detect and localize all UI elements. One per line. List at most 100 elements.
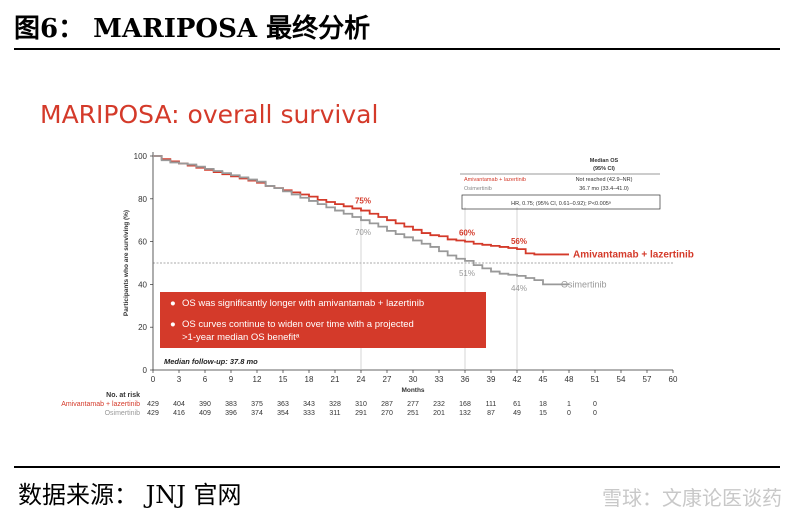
data-source: 数据来源： JNJ 官网 [18,481,242,509]
x-tick-label: 33 [435,375,444,384]
at-risk-value: 374 [251,410,263,417]
median-table-arm1: Amivantamab + lazertinib [464,177,526,183]
landmark-label: 56% [511,237,527,246]
at-risk-value: 15 [539,410,547,417]
at-risk-arm2: Osimertinib [105,410,141,417]
y-tick-label: 20 [138,323,147,332]
x-tick-label: 45 [539,375,548,384]
at-risk-value: 49 [513,410,521,417]
median-table-header1: Median OS [590,158,619,164]
x-tick-label: 48 [565,375,574,384]
at-risk-table: No. at risk Amivantamab + lazertinib Osi… [61,392,597,417]
landmark-label: 44% [511,284,527,293]
at-risk-value: 333 [303,410,315,417]
at-risk-value: 232 [433,401,445,408]
landmark-label: 51% [459,269,475,278]
median-followup: Median follow-up: 37.8 mo [164,357,258,366]
median-os-table: Median OS (95% CI) Amivantamab + lazerti… [460,158,661,210]
y-tick-label: 80 [138,195,147,204]
x-tick-label: 3 [177,375,182,384]
at-risk-arm1: Amivantamab + lazertinib [61,401,140,408]
x-tick-label: 36 [461,375,470,384]
y-tick-label: 100 [134,152,148,161]
curve-osimertinib [153,155,569,286]
median-table-value2: 36.7 mo (33.4–41.0) [579,186,629,192]
x-tick-label: 21 [331,375,340,384]
x-tick-label: 60 [669,375,678,384]
x-tick-label: 27 [383,375,392,384]
x-tick-label: 15 [279,375,288,384]
at-risk-value: 363 [277,401,289,408]
at-risk-value: 277 [407,401,419,408]
hazard-ratio: HR, 0.75; (95% CI, 0.61–0.92); P<0.005ᵃ [511,201,612,207]
at-risk-value: 354 [277,410,289,417]
at-risk-label: No. at risk [106,392,140,399]
at-risk-value: 1 [567,401,571,408]
at-risk-value: 409 [199,410,211,417]
landmark-label: 75% [355,197,371,206]
at-risk-value: 396 [225,410,237,417]
at-risk-value: 87 [487,410,495,417]
at-risk-value: 270 [381,410,393,417]
bullet-1-icon: ● [170,298,176,309]
x-tick-label: 57 [643,375,652,384]
bottom-rule [14,466,780,468]
at-risk-value: 0 [567,410,571,417]
at-risk-value: 310 [355,401,367,408]
landmark-label: 70% [355,228,371,237]
at-risk-value: 0 [593,401,597,408]
at-risk-value: 311 [329,410,340,417]
at-risk-value: 416 [173,410,185,417]
x-tick-label: 54 [617,375,626,384]
x-tick-label: 0 [151,375,156,384]
figure-title: 图6： MARIPOSA 最终分析 [14,14,371,44]
landmark-label: 60% [459,229,475,238]
at-risk-value: 429 [147,410,159,417]
x-tick-label: 39 [487,375,496,384]
at-risk-value: 404 [173,401,185,408]
series-label-amivantamab: Amivantamab + lazertinib [573,249,694,260]
x-axis-label: Months [401,387,424,394]
at-risk-value: 429 [147,401,159,408]
x-tick-label: 9 [229,375,234,384]
at-risk-value: 291 [355,410,367,417]
finding-3: >1-year median OS benefitᵃ [182,332,300,343]
chart-title: MARIPOSA: overall survival [40,100,379,129]
key-findings-box: ● OS was significantly longer with amiva… [160,292,486,348]
at-risk-value: 251 [407,410,419,417]
bullet-2-icon: ● [170,319,176,330]
at-risk-value: 383 [225,401,237,408]
at-risk-value: 61 [513,401,521,408]
at-risk-value: 375 [251,401,263,408]
x-tick-label: 12 [253,375,262,384]
top-rule [14,48,780,50]
series-label-osimertinib: Osimertinib [561,279,607,289]
finding-1: OS was significantly longer with amivant… [182,298,424,309]
at-risk-value: 328 [329,401,341,408]
at-risk-value: 201 [433,410,445,417]
x-tick-label: 24 [357,375,366,384]
at-risk-value: 0 [593,410,597,417]
y-tick-label: 60 [138,238,147,247]
median-table-header2: (95% CI) [593,166,615,172]
at-risk-value: 168 [459,401,471,408]
median-table-arm2: Osimertinib [464,186,492,192]
x-tick-label: 30 [409,375,418,384]
at-risk-value: 132 [459,410,471,417]
at-risk-value: 390 [199,401,211,408]
at-risk-value: 287 [381,401,393,408]
median-table-value1: Not reached (42.9–NR) [576,177,633,183]
watermark: 雪球：文康论医谈药 [602,486,782,510]
x-tick-label: 42 [513,375,522,384]
at-risk-value: 18 [539,401,547,408]
finding-2: OS curves continue to widen over time wi… [182,319,414,330]
at-risk-value: 111 [486,401,497,408]
y-tick-label: 40 [138,280,147,289]
at-risk-value: 343 [303,401,315,408]
x-tick-label: 6 [203,375,208,384]
x-tick-label: 18 [305,375,314,384]
x-tick-label: 51 [591,375,600,384]
y-tick-label: 0 [143,366,148,375]
y-axis-label: Participants who are surviving (%) [123,210,130,316]
